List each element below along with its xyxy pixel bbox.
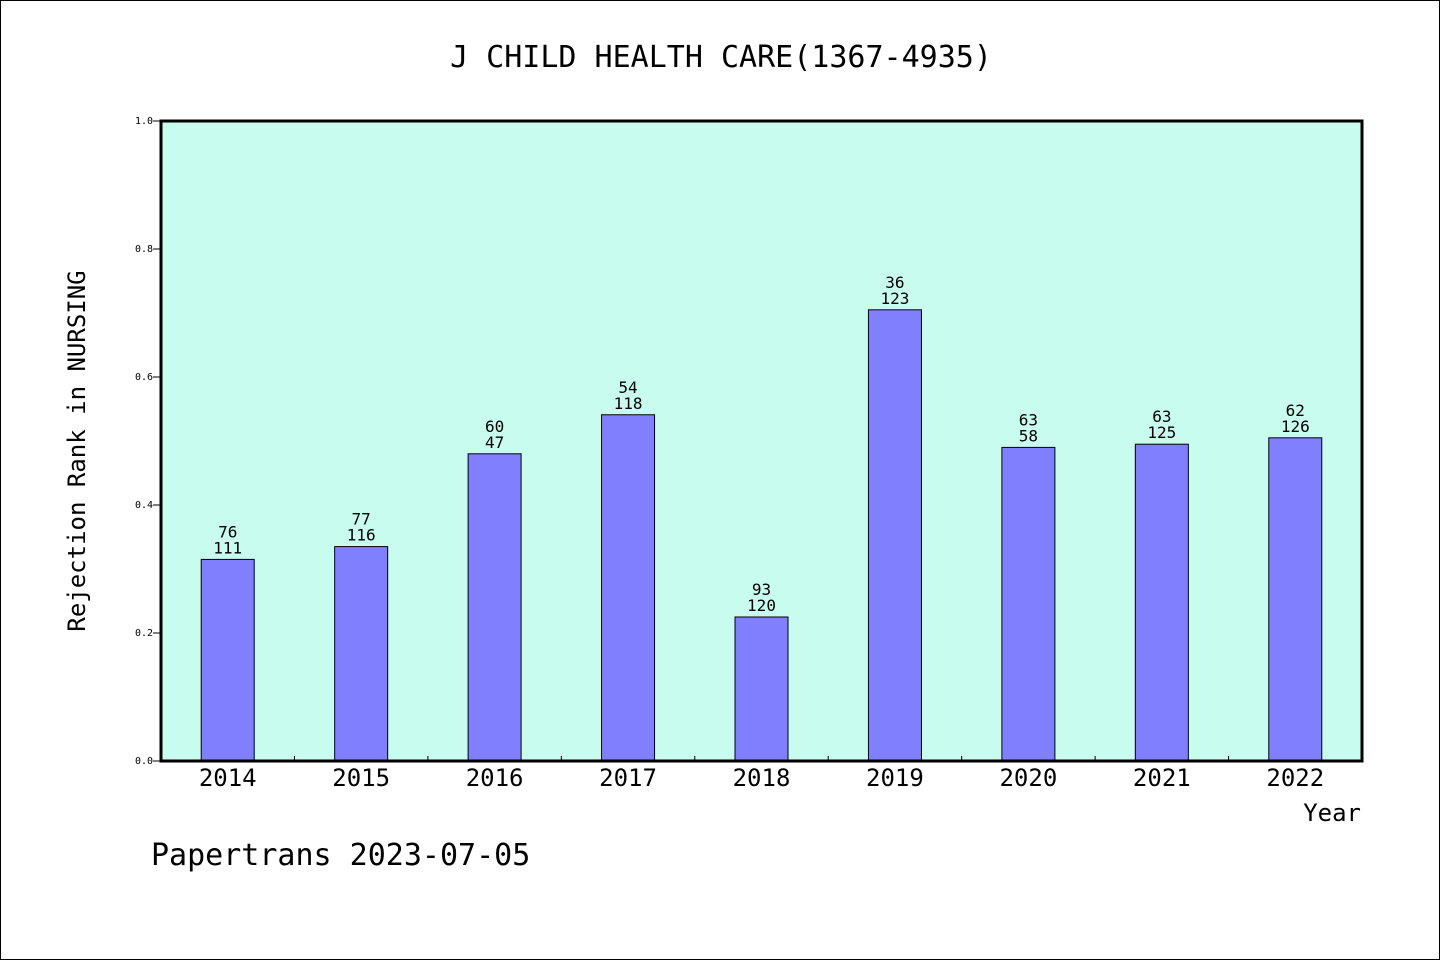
bar xyxy=(734,616,789,762)
x-tick-label: 2017 xyxy=(599,764,657,792)
y-tick-label: 1.0 xyxy=(135,116,153,127)
x-tick-label: 2016 xyxy=(466,764,524,792)
bar xyxy=(334,546,389,762)
ticks-group: 0.0 0.2 0.4 0.6 0.8 1.0 2014 2015 2016 2017 2018 20… xyxy=(135,116,1324,792)
y-tick-label: 0.8 xyxy=(135,244,153,255)
x-tick-label: 2014 xyxy=(199,764,257,792)
x-tick-label: 2020 xyxy=(999,764,1057,792)
chart-title: J CHILD HEALTH CARE(1367-4935) xyxy=(450,40,992,75)
y-tick-label: 0.2 xyxy=(135,628,153,639)
bar-label-top: 63 xyxy=(1152,407,1171,426)
bar-label-top: 76 xyxy=(218,522,237,541)
bar-label-top: 54 xyxy=(618,378,637,397)
bar-label-top: 36 xyxy=(885,273,904,292)
bar-label-bottom: 123 xyxy=(880,289,909,308)
x-tick-label: 2018 xyxy=(733,764,791,792)
bar xyxy=(467,453,522,762)
bar xyxy=(1134,443,1189,762)
bar-label-bottom: 120 xyxy=(747,596,776,615)
bar-label-bottom: 118 xyxy=(614,394,643,413)
footer-credit: Papertrans 2023-07-05 xyxy=(151,838,530,873)
x-tick-label: 2022 xyxy=(1266,764,1324,792)
x-tick-label: 2015 xyxy=(332,764,390,792)
bar-label-top: 63 xyxy=(1019,410,1038,429)
bars-group: 7611177116604754118931203612363586312562… xyxy=(200,273,1323,762)
y-tick-label: 0.0 xyxy=(135,756,153,767)
bar-label-bottom: 47 xyxy=(485,433,504,452)
x-tick-label: 2021 xyxy=(1133,764,1191,792)
bar xyxy=(1268,437,1323,762)
y-tick-label: 0.4 xyxy=(135,500,153,511)
x-axis-label: Year xyxy=(1303,799,1361,827)
bar-label-bottom: 116 xyxy=(347,526,376,545)
plot-border xyxy=(159,119,1364,763)
bar-label-top: 60 xyxy=(485,417,504,436)
bar xyxy=(1001,446,1056,762)
bar-label-top: 77 xyxy=(352,510,371,529)
bar-label-top: 62 xyxy=(1286,401,1305,420)
bar-label-bottom: 125 xyxy=(1147,423,1176,442)
x-tick-label: 2019 xyxy=(866,764,924,792)
y-tick-label: 0.6 xyxy=(135,372,153,383)
bar-label-top: 93 xyxy=(752,580,771,599)
y-axis-label: Rejection Rank in NURSING xyxy=(63,270,91,631)
bar xyxy=(867,309,922,762)
bar xyxy=(200,558,255,762)
bar-label-bottom: 111 xyxy=(213,538,242,557)
bar xyxy=(601,414,656,762)
bar-label-bottom: 58 xyxy=(1019,426,1038,445)
bar-label-bottom: 126 xyxy=(1281,417,1310,436)
